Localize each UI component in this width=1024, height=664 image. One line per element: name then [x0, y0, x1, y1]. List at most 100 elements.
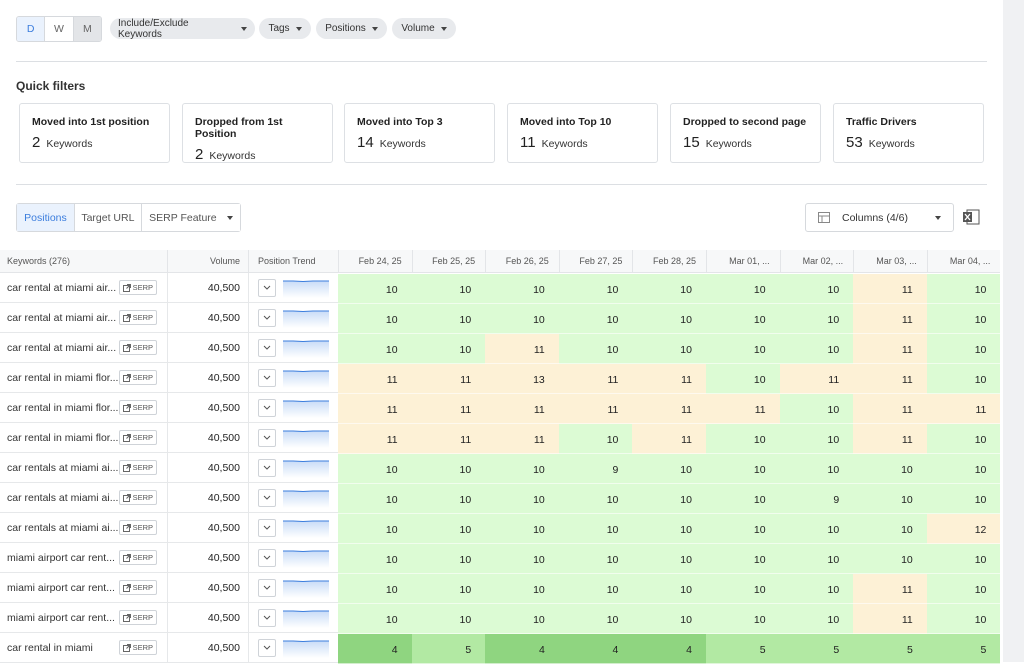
filter-pill[interactable]: Positions — [316, 18, 387, 39]
serp-button[interactable]: SERP — [119, 520, 157, 535]
columns-button[interactable]: Columns (4/6) — [805, 203, 954, 232]
serp-button[interactable]: SERP — [119, 490, 157, 505]
view-toggle[interactable]: DWM — [16, 16, 102, 42]
position-cell: 10 — [780, 574, 854, 604]
trend-dropdown[interactable] — [258, 369, 276, 387]
serp-button[interactable]: SERP — [119, 400, 157, 415]
trend-dropdown[interactable] — [258, 339, 276, 357]
position-cell: 10 — [780, 454, 854, 484]
position-cell: 10 — [338, 604, 412, 634]
trend-dropdown[interactable] — [258, 399, 276, 417]
card-count: 53 — [846, 134, 863, 151]
tab[interactable]: Target URL — [74, 204, 141, 231]
quick-filter-card[interactable]: Traffic Drivers53Keywords — [833, 103, 984, 163]
chevron — [263, 285, 271, 290]
quick-filter-card[interactable]: Dropped to second page15Keywords — [670, 103, 821, 163]
serp-label: SERP — [133, 283, 153, 292]
trend-dropdown[interactable] — [258, 549, 276, 567]
trend-dropdown[interactable] — [258, 579, 276, 597]
trend-dropdown[interactable] — [258, 309, 276, 327]
filter-pill[interactable]: Tags — [259, 18, 311, 39]
position-cell: 10 — [338, 454, 412, 484]
quick-filter-card[interactable]: Moved into 1st position2Keywords — [19, 103, 170, 163]
serp-label: SERP — [133, 343, 153, 352]
table-icon — [818, 212, 830, 223]
trend-dropdown[interactable] — [258, 519, 276, 537]
serp-button[interactable]: SERP — [119, 610, 157, 625]
position-cell: 10 — [706, 334, 780, 364]
trend-dropdown[interactable] — [258, 489, 276, 507]
position-cell: 9 — [780, 484, 854, 514]
keyword-cell: car rental in miami flor...SERP — [0, 423, 168, 453]
quick-filter-card[interactable]: Moved into Top 314Keywords — [344, 103, 495, 163]
external-icon — [123, 374, 131, 382]
external-icon — [123, 284, 131, 292]
position-cell: 10 — [485, 454, 559, 484]
volume-cell: 40,500 — [168, 573, 248, 603]
trend-cell — [248, 303, 338, 333]
position-cell: 10 — [927, 574, 1001, 604]
position-cell: 10 — [559, 304, 633, 334]
card-count: 2 — [195, 146, 203, 163]
tab[interactable]: Positions — [17, 204, 74, 231]
serp-button[interactable]: SERP — [119, 370, 157, 385]
sparkline — [283, 398, 329, 418]
card-unit: Keywords — [380, 138, 426, 150]
trend-dropdown[interactable] — [258, 459, 276, 477]
trend-dropdown[interactable] — [258, 609, 276, 627]
date-header: Feb 28, 25 — [632, 250, 706, 273]
serp-button[interactable]: SERP — [119, 460, 157, 475]
toggle-option[interactable]: W — [44, 17, 72, 41]
toggle-option[interactable]: D — [17, 17, 44, 41]
serp-button[interactable]: SERP — [119, 550, 157, 565]
position-cell: 10 — [412, 484, 486, 514]
keyword: miami airport car rent... — [7, 552, 119, 564]
position-cell: 10 — [853, 544, 927, 574]
keyword-cell: car rental in miami flor...SERP — [0, 393, 168, 423]
quick-filter-card[interactable]: Moved into Top 1011Keywords — [507, 103, 658, 163]
sparkline — [283, 338, 329, 358]
external-icon — [123, 614, 131, 622]
card-unit: Keywords — [706, 138, 752, 150]
volume-cell: 40,500 — [168, 393, 248, 423]
tab[interactable]: SERP Feature — [141, 204, 240, 231]
serp-button[interactable]: SERP — [119, 580, 157, 595]
header-cell: Position Trend — [248, 250, 338, 273]
serp-button[interactable]: SERP — [119, 430, 157, 445]
position-cell: 10 — [853, 514, 927, 544]
position-cell: 10 — [559, 514, 633, 544]
position-cell: 11 — [853, 274, 927, 304]
position-cell: 10 — [632, 484, 706, 514]
excel-export[interactable] — [962, 208, 980, 226]
card-count-row: 15Keywords — [683, 134, 808, 151]
position-cell: 10 — [632, 514, 706, 544]
position-cell: 10 — [485, 514, 559, 544]
serp-button[interactable]: SERP — [119, 310, 157, 325]
serp-button[interactable]: SERP — [119, 640, 157, 655]
position-cell: 10 — [412, 274, 486, 304]
toggle-option[interactable]: M — [73, 17, 101, 41]
sparkline — [283, 428, 329, 448]
position-cell: 11 — [559, 364, 633, 394]
position-cell: 10 — [559, 574, 633, 604]
external-icon — [123, 644, 131, 652]
position-cell: 10 — [632, 334, 706, 364]
date-header: Feb 26, 25 — [485, 250, 559, 273]
position-cell: 11 — [485, 394, 559, 424]
serp-button[interactable]: SERP — [119, 280, 157, 295]
trend-dropdown[interactable] — [258, 429, 276, 447]
quick-filter-card[interactable]: Dropped from 1st Position2Keywords — [182, 103, 333, 163]
filter-pill[interactable]: Volume — [392, 18, 456, 39]
trend-dropdown[interactable] — [258, 279, 276, 297]
serp-button[interactable]: SERP — [119, 340, 157, 355]
position-cell: 10 — [706, 484, 780, 514]
position-cell: 5 — [853, 634, 927, 664]
keyword: car rental at miami air... — [7, 282, 119, 294]
filter-pill[interactable]: Include/Exclude Keywords — [110, 18, 255, 39]
trend-dropdown[interactable] — [258, 639, 276, 657]
position-cell: 10 — [559, 484, 633, 514]
position-cell: 11 — [559, 394, 633, 424]
position-cell: 11 — [927, 394, 1001, 424]
keyword: car rentals at miami ai... — [7, 522, 119, 534]
external-icon — [123, 584, 131, 592]
